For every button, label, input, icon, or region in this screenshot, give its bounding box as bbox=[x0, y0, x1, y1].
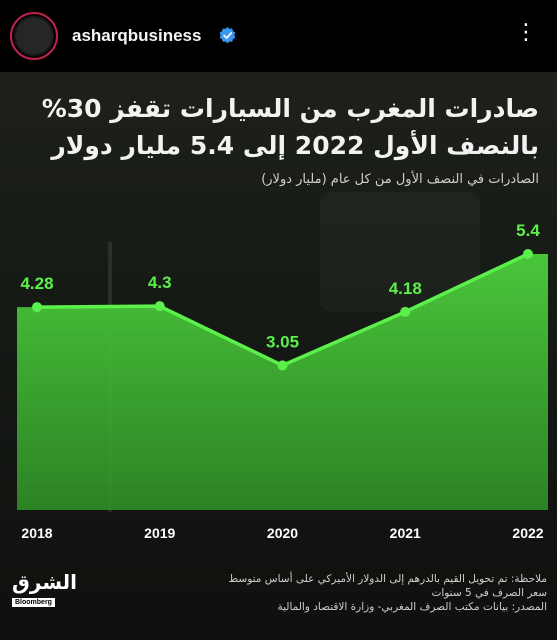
note-line-1: ملاحظة: تم تحويل القيم بالدرهم إلى الدول… bbox=[228, 573, 547, 585]
post-title: صادرات المغرب من السيارات تقفز 30% بالنص… bbox=[19, 90, 539, 164]
title-line-2: بالنصف الأول 2022 إلى 5.4 مليار دولار bbox=[51, 131, 539, 160]
title-line-1: صادرات المغرب من السيارات تقفز 30% bbox=[41, 94, 539, 123]
username-link[interactable]: asharqbusiness bbox=[72, 26, 202, 45]
chart-area-fill bbox=[17, 254, 548, 510]
data-point-2021 bbox=[400, 306, 411, 317]
data-point-2019 bbox=[154, 301, 165, 312]
profile-avatar[interactable] bbox=[10, 12, 58, 60]
verified-badge-icon bbox=[219, 27, 236, 44]
chart-note: ملاحظة: تم تحويل القيم بالدرهم إلى الدول… bbox=[187, 572, 547, 600]
logo-sub: Bloomberg bbox=[12, 598, 55, 607]
data-point-2022 bbox=[523, 249, 533, 259]
data-label-2021: 4.18 bbox=[389, 279, 422, 298]
chart-subtitle: الصادرات في النصف الأول من كل عام (مليار… bbox=[261, 172, 539, 187]
x-tick-2018: 2018 bbox=[21, 525, 52, 541]
logo-text: الشرق bbox=[12, 570, 78, 594]
x-tick-2019: 2019 bbox=[144, 525, 175, 541]
area-chart: 4.28 4.3 3.05 4.18 5.4 2018 2019 2020 2021 2022 bbox=[17, 221, 548, 541]
post-header: asharqbusiness ⋮ bbox=[0, 0, 557, 72]
data-label-2022: 5.4 bbox=[516, 221, 540, 240]
x-tick-2020: 2020 bbox=[267, 525, 298, 541]
more-dots-icon[interactable]: ⋮ bbox=[515, 20, 538, 45]
x-tick-2021: 2021 bbox=[390, 525, 421, 541]
x-tick-2022: 2022 bbox=[512, 525, 543, 541]
chart-source: المصدر: بيانات مكتب الصرف المغربي- وزارة… bbox=[277, 601, 547, 613]
asharq-logo: الشرق Bloomberg bbox=[12, 570, 94, 614]
post-image: صادرات المغرب من السيارات تقفز 30% بالنص… bbox=[0, 72, 557, 640]
note-line-2: سعر الصرف في 5 سنوات bbox=[431, 587, 547, 599]
data-label-2018: 4.28 bbox=[20, 274, 53, 293]
data-label-2020: 3.05 bbox=[266, 332, 299, 351]
data-point-2020 bbox=[277, 360, 288, 371]
data-label-2019: 4.3 bbox=[148, 273, 172, 292]
data-point-2018 bbox=[32, 302, 42, 313]
